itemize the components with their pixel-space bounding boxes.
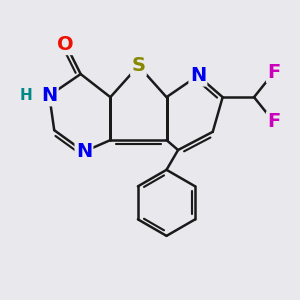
Text: O: O xyxy=(58,35,74,54)
Text: H: H xyxy=(20,88,32,103)
Text: F: F xyxy=(267,112,280,131)
Text: F: F xyxy=(267,63,280,82)
Text: N: N xyxy=(190,66,206,85)
Text: N: N xyxy=(76,142,92,161)
Text: S: S xyxy=(131,56,146,75)
Text: N: N xyxy=(41,86,57,105)
